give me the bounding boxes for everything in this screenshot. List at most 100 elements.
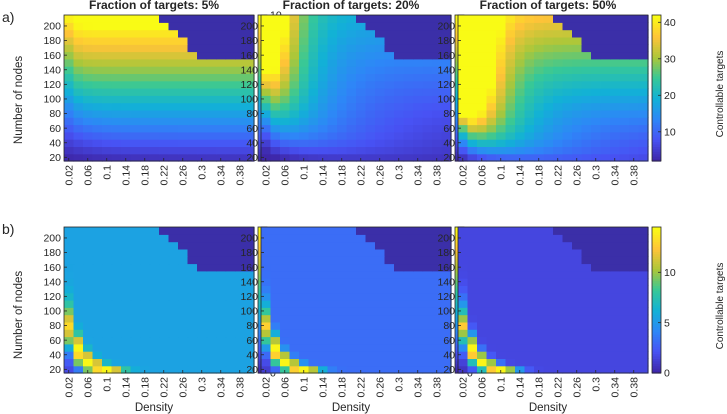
heatmap-cell <box>64 314 75 323</box>
heatmap-cell <box>505 139 516 147</box>
heatmap-cell <box>261 66 272 74</box>
heatmap-cell <box>467 321 478 330</box>
colorbar-segment <box>652 365 661 369</box>
heatmap-cell <box>130 285 141 294</box>
heatmap-cell <box>432 29 443 38</box>
heatmap-cell <box>308 227 319 235</box>
heatmap-cell <box>216 321 227 330</box>
heatmap-cell <box>356 336 367 345</box>
heatmap-cell <box>543 109 554 118</box>
heatmap-cell <box>403 300 414 308</box>
heatmap-cell <box>64 336 75 345</box>
heatmap-cell <box>168 36 179 45</box>
y-tick-label: 60 <box>443 335 455 347</box>
heatmap-cell <box>261 227 272 235</box>
heatmap-cell <box>244 336 255 345</box>
colorbar-segment <box>652 258 661 262</box>
colorbar-segment <box>652 246 661 250</box>
heatmap-cell <box>591 80 602 89</box>
heatmap-cell <box>346 95 357 104</box>
heatmap-cell <box>73 234 84 243</box>
heatmap-cell <box>289 22 300 31</box>
heatmap-cell <box>375 36 386 45</box>
heatmap-cell <box>441 358 452 367</box>
heatmap-cell <box>64 263 75 272</box>
heatmap-cell <box>308 95 319 104</box>
heatmap-cell <box>638 36 649 45</box>
heatmap-cell <box>432 351 443 359</box>
colorbar-segment <box>652 19 661 23</box>
heatmap-cell <box>458 256 469 265</box>
heatmap-cell <box>619 29 630 38</box>
heatmap-cell <box>159 15 170 23</box>
heatmap-cell <box>140 124 151 133</box>
heatmap-cell <box>187 256 198 265</box>
heatmap-cell <box>197 270 208 279</box>
heatmap-cell <box>365 36 376 45</box>
heatmap-cell <box>581 117 592 126</box>
heatmap-cell <box>441 256 452 265</box>
heatmap-cell <box>270 117 281 126</box>
heatmap-cell <box>600 51 611 60</box>
colorbar-segment <box>652 351 661 355</box>
heatmap-cell <box>337 73 348 82</box>
heatmap-cell <box>505 51 516 60</box>
heatmap-cell <box>244 365 255 374</box>
heatmap-cell <box>308 88 319 96</box>
heatmap-cell <box>356 146 367 155</box>
heatmap-cell <box>216 351 227 359</box>
heatmap-cell <box>197 139 208 147</box>
heatmap-cell <box>206 95 217 104</box>
heatmap-cell <box>486 117 497 126</box>
heatmap-cell <box>130 58 141 67</box>
heatmap-cell <box>638 22 649 31</box>
heatmap-cell <box>441 270 452 279</box>
heatmap-cell <box>308 263 319 272</box>
heatmap-cell <box>159 44 170 53</box>
heatmap-cell <box>299 278 310 286</box>
heatmap-cell <box>534 36 545 45</box>
heatmap-cell <box>206 146 217 155</box>
heatmap-cell <box>600 44 611 53</box>
heatmap-cell <box>375 146 386 155</box>
heatmap-cell <box>197 278 208 286</box>
heatmap-cell <box>261 241 272 250</box>
heatmap-cell <box>280 66 291 74</box>
heatmap-cell <box>365 278 376 286</box>
colorbar-segment <box>652 49 661 53</box>
panel-title-20pct: Fraction of targets: 20% <box>283 0 420 12</box>
heatmap-cell <box>159 146 170 155</box>
heatmap-cell <box>261 15 272 23</box>
heatmap-cell <box>92 300 103 308</box>
heatmap-cell <box>477 117 488 126</box>
heatmap-cell <box>178 153 189 162</box>
heatmap-cell <box>629 241 640 250</box>
heatmap-cell <box>270 22 281 31</box>
heatmap-cell <box>458 270 469 279</box>
heatmap-cell <box>168 131 179 140</box>
heatmap-cell <box>384 263 395 272</box>
heatmap-cell <box>496 263 507 272</box>
heatmap-cell <box>458 307 469 316</box>
heatmap-cell <box>168 256 179 265</box>
heatmap-cell <box>619 95 630 104</box>
heatmap-cell <box>102 241 113 250</box>
heatmap-cell <box>365 15 376 23</box>
heatmap-cell <box>638 307 649 316</box>
heatmap-cell <box>496 285 507 294</box>
heatmap-cell <box>610 95 621 104</box>
heatmap-cell <box>206 234 217 243</box>
heatmap-cell <box>178 58 189 67</box>
heatmap-cell <box>111 29 122 38</box>
heatmap-cell <box>187 66 198 74</box>
heatmap-cell <box>610 321 621 330</box>
heatmap-cell <box>83 80 94 89</box>
heatmap-cell <box>394 248 405 257</box>
heatmap-cell <box>638 292 649 301</box>
heatmap-cell <box>572 44 583 53</box>
heatmap-cell <box>159 102 170 111</box>
heatmap-cell <box>581 73 592 82</box>
heatmap-cell <box>458 336 469 345</box>
heatmap-cell <box>216 117 227 126</box>
heatmap-cell <box>130 234 141 243</box>
